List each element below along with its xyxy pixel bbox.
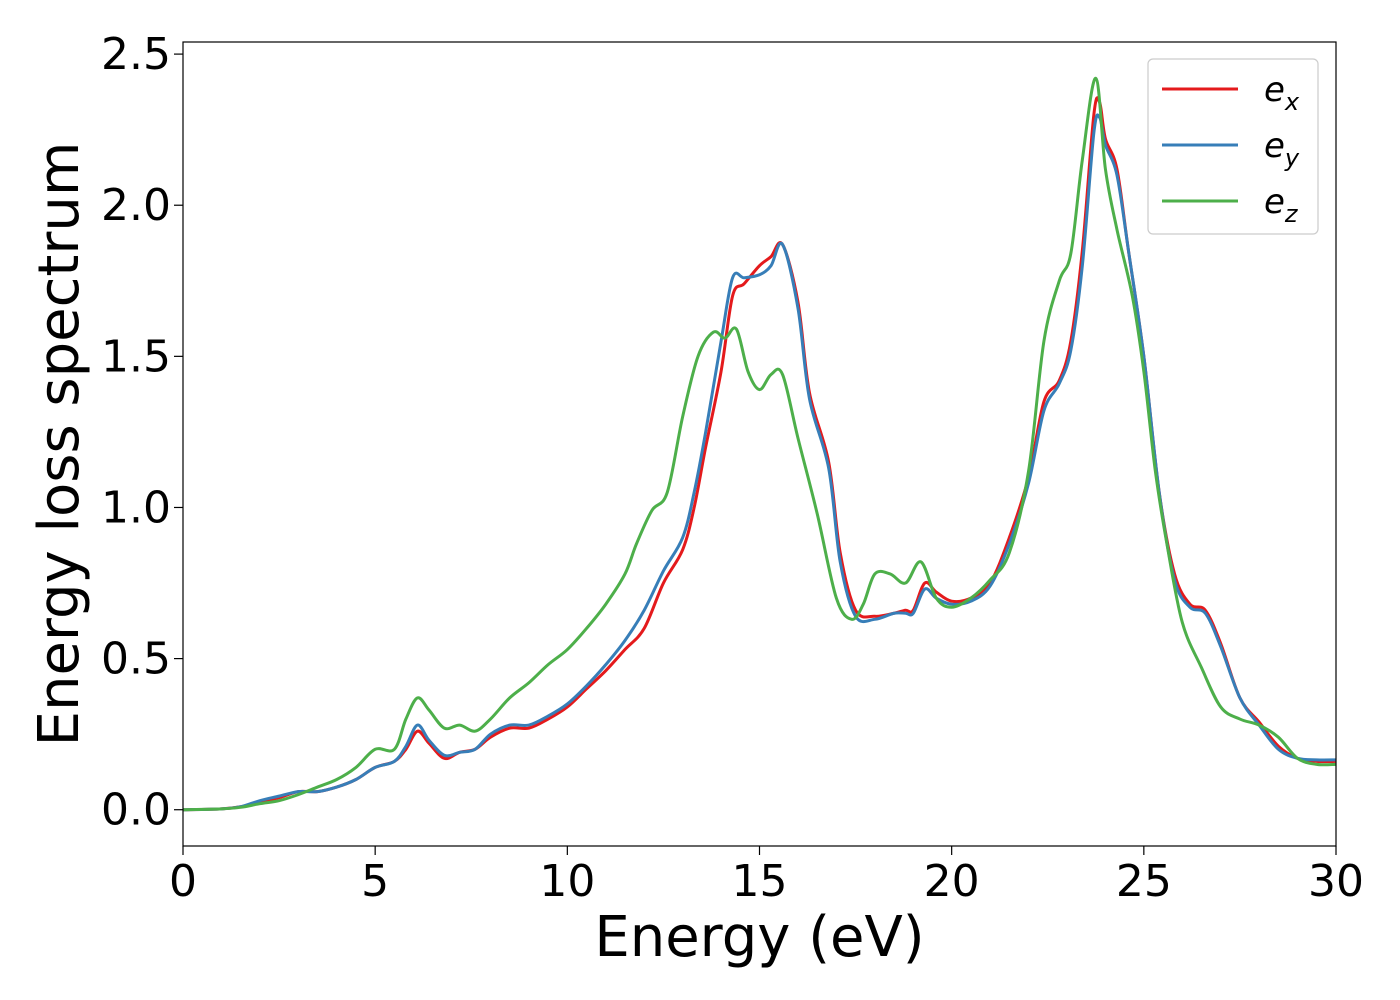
x-tick-label: 20: [924, 856, 980, 907]
y-tick-label: 2.5: [101, 29, 171, 80]
x-tick-label: 0: [169, 856, 197, 907]
x-tick-label: 25: [1116, 856, 1172, 907]
legend-label-sub: x: [1284, 88, 1300, 116]
x-axis-label: Energy (eV): [594, 905, 924, 970]
y-tick-label: 2.0: [101, 180, 171, 231]
legend-label-main: e: [1264, 126, 1285, 166]
legend-label-main: e: [1264, 182, 1285, 222]
y-tick-label: 1.0: [101, 482, 171, 533]
legend-label: ey: [1264, 126, 1300, 172]
x-tick-label: 10: [539, 856, 595, 907]
x-axis-ticks: 0 5 10 15 20 25 30: [169, 846, 1364, 907]
y-tick-label: 1.5: [101, 331, 171, 382]
x-tick-label: 5: [361, 856, 389, 907]
legend-label-main: e: [1264, 70, 1285, 110]
x-tick-label: 30: [1308, 856, 1364, 907]
y-tick-label: 0.5: [101, 634, 171, 685]
legend-label-sub: y: [1284, 144, 1300, 172]
y-axis-ticks: 0.0 0.5 1.0 1.5 2.0 2.5: [101, 29, 183, 836]
y-tick-label: 0.0: [101, 785, 171, 836]
series-line-e-z: [182, 76, 1337, 812]
series-line-e-y: [182, 113, 1337, 812]
legend-label: ex: [1264, 70, 1300, 116]
legend-label-sub: z: [1284, 200, 1299, 228]
x-tick-label: 15: [732, 856, 788, 907]
y-axis-label: Energy loss spectrum: [27, 142, 92, 747]
series-lines: [182, 76, 1337, 812]
legend-label: ez: [1264, 182, 1299, 228]
